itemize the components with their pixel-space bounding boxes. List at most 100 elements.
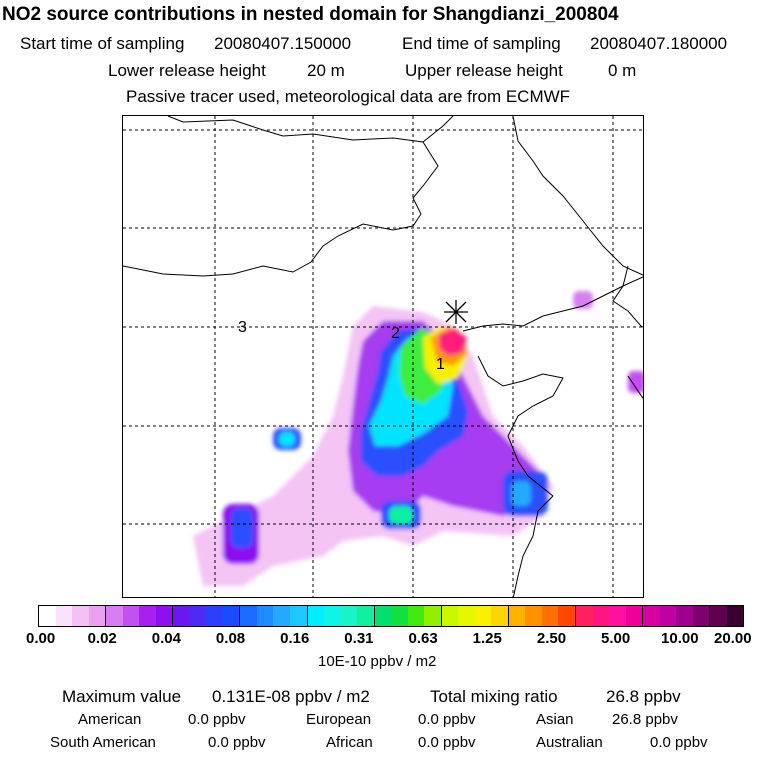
colorbar-swatch (659, 606, 677, 626)
map-canvas: 1 2 3 (123, 116, 643, 597)
colorbar-swatch (609, 606, 626, 626)
colorbar (38, 605, 744, 627)
point-label-1: 1 (436, 356, 445, 373)
max-value-label: Maximum value (62, 687, 182, 706)
colorbar-swatch (307, 606, 325, 626)
colorbar-swatch (289, 606, 308, 626)
region-south-american-label: South American (50, 734, 156, 751)
coast-south (512, 495, 554, 597)
patch-east-inner (511, 481, 531, 506)
patch-west-inner (279, 432, 295, 446)
colorbar-tick-label: 0.16 (280, 630, 310, 647)
tracer-note: Passive tracer used, meteorological data… (126, 87, 571, 106)
colorbar-tick-label: 0.00 (26, 630, 56, 647)
colorbar-swatch (407, 606, 425, 626)
colorbar-swatch (508, 606, 526, 626)
colorbar-swatch (474, 606, 492, 626)
colorbar-tick-label: 10.00 (661, 630, 699, 647)
map-panel: 1 2 3 (122, 115, 644, 598)
colorbar-swatch (189, 606, 207, 626)
colorbar-tick-label: 5.00 (601, 630, 631, 647)
colorbar-swatch (525, 606, 542, 626)
colorbar-tick-label: 0.02 (87, 630, 117, 647)
colorbar-swatch (256, 606, 274, 626)
colorbar-swatch (139, 606, 156, 626)
mongolia-border (123, 116, 439, 277)
lower-release-value: 20 m (307, 61, 345, 80)
coast-liaodong (612, 265, 643, 328)
colorbar-swatch (55, 606, 73, 626)
lower-release-label: Lower release height (108, 61, 266, 80)
coast-bohai (462, 276, 643, 332)
colorbar-swatch (625, 606, 644, 626)
colorbar-swatch (240, 606, 257, 626)
colorbar-swatch (676, 606, 693, 626)
colorbar-swatch (592, 606, 610, 626)
colorbar-swatch (324, 606, 341, 626)
colorbar-swatch (726, 606, 744, 626)
colorbar-swatch (39, 606, 56, 626)
northeast-border (422, 116, 454, 143)
patch-edge-east (628, 371, 643, 393)
colorbar-tick-label: 20.00 (714, 630, 752, 647)
coastlines (123, 116, 643, 597)
colorbar-swatch (340, 606, 358, 626)
region-south-american-value: 0.0 ppbv (208, 734, 266, 751)
max-value: 0.131E-08 ppbv / m2 (212, 687, 370, 706)
colorbar-swatch (222, 606, 241, 626)
colorbar-swatch (441, 606, 459, 626)
colorbar-units: 10E-10 ppbv / m2 (318, 653, 437, 670)
total-mixing-label: Total mixing ratio (430, 687, 558, 706)
colorbar-tick-label: 1.25 (472, 630, 502, 647)
colorbar-swatch (106, 606, 123, 626)
colorbar-swatch (273, 606, 290, 626)
colorbar-tick-label: 0.04 (151, 630, 181, 647)
region-american-label: American (78, 711, 142, 728)
colorbar-swatch (710, 606, 727, 626)
point-label-2: 2 (391, 325, 400, 342)
colorbar-swatch (72, 606, 89, 626)
korea-coast (627, 375, 643, 400)
colorbar-swatch (206, 606, 223, 626)
colorbar-swatch (357, 606, 375, 626)
concentration-field (193, 291, 643, 586)
upper-release-value: 0 m (608, 61, 637, 80)
region-australian-label: Australian (536, 734, 603, 751)
region-australian-value: 0.0 ppbv (650, 734, 708, 751)
colorbar-swatch (558, 606, 576, 626)
patch-north-small (573, 291, 593, 309)
colorbar-swatch (491, 606, 509, 626)
colorbar-swatch (374, 606, 392, 626)
region-asian-value: 26.8 ppbv (612, 711, 678, 728)
colorbar-swatch (541, 606, 559, 626)
total-mixing-value: 26.8 ppbv (606, 687, 681, 706)
colorbar-swatch (643, 606, 660, 626)
region-african-value: 0.0 ppbv (418, 734, 476, 751)
star-icon (444, 300, 468, 324)
region-african-label: African (326, 734, 373, 751)
end-time-value: 20080407.180000 (590, 34, 728, 53)
start-time-value: 20080407.150000 (214, 34, 352, 53)
plume-core (439, 328, 467, 356)
start-time-label: Start time of sampling (20, 34, 185, 53)
northeast-border-2 (512, 116, 643, 276)
colorbar-swatch (692, 606, 711, 626)
map-title: NO2 source contributions in nested domai… (2, 4, 619, 25)
end-time-label: End time of sampling (402, 34, 561, 53)
colorbar-swatch (458, 606, 475, 626)
region-american-value: 0.0 ppbv (188, 711, 246, 728)
point-label-3: 3 (238, 319, 247, 336)
colorbar-tick-label: 2.50 (536, 630, 567, 647)
patch-southwest-inner (231, 508, 253, 548)
colorbar-swatch (88, 606, 107, 626)
region-asian-label: Asian (536, 711, 574, 728)
region-european-value: 0.0 ppbv (418, 711, 476, 728)
upper-release-label: Upper release height (405, 61, 563, 80)
colorbar-tick-label: 0.08 (215, 630, 246, 647)
colorbar-swatch (424, 606, 442, 626)
region-european-label: European (306, 711, 372, 728)
graticule (123, 116, 643, 597)
colorbar-tick-label: 0.63 (408, 630, 438, 647)
colorbar-swatch (155, 606, 174, 626)
colorbar-swatch (391, 606, 408, 626)
